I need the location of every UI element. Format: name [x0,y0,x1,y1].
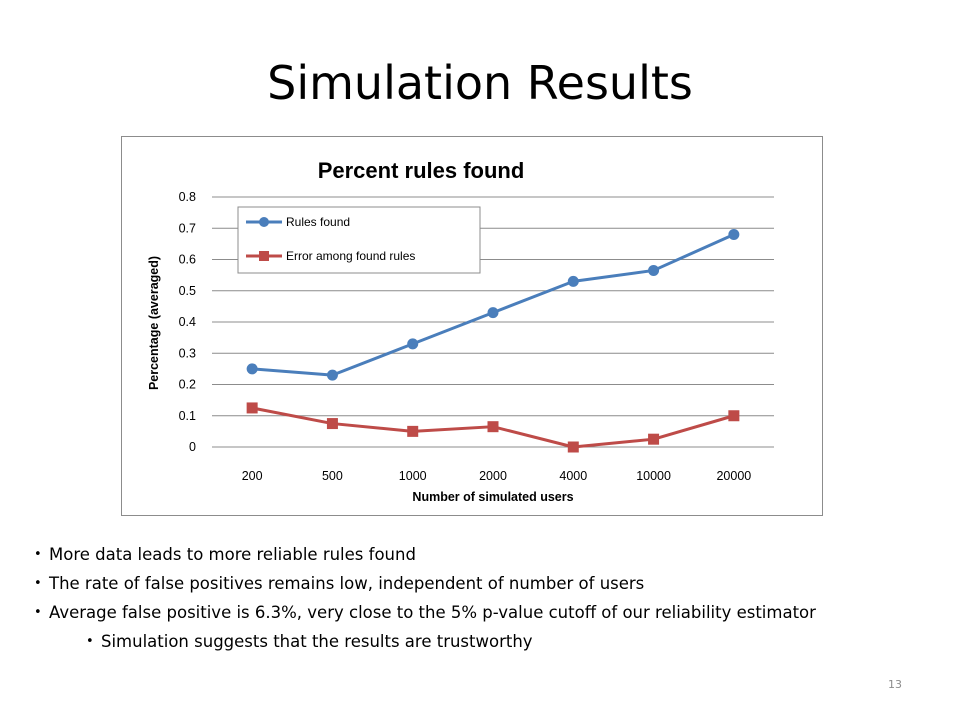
data-point [326,418,338,430]
data-point [648,433,660,445]
y-tick-label: 0.3 [179,346,196,360]
y-tick-label: 0.2 [179,378,196,392]
legend-box [237,206,481,274]
legend-label: Rules found [286,215,350,229]
page-number: 13 [888,678,902,691]
y-axis-label: Percentage (averaged) [147,256,161,390]
data-point [728,410,740,422]
data-point [567,275,579,287]
x-tick-label: 10000 [636,469,671,483]
bullet-dot: • [86,634,94,649]
x-tick-label: 500 [322,469,343,483]
bullet-dot: • [34,576,42,591]
x-tick-label: 4000 [559,469,587,483]
data-point [246,363,258,375]
y-tick-label: 0.1 [179,409,196,423]
data-point [246,402,258,414]
data-point [728,229,740,240]
bullet-dot: • [34,605,42,620]
legend-marker [259,251,269,261]
bullet-item: • More data leads to more reliable rules… [34,543,954,572]
data-point [567,441,579,453]
y-tick-label: 0 [189,440,196,454]
x-tick-label: 1000 [399,469,427,483]
bullet-list: • More data leads to more reliable rules… [34,543,954,659]
bullet-item: • Average false positive is 6.3%, very c… [34,601,954,630]
data-point [407,338,419,350]
chart-title: Percent rules found [318,158,525,183]
bullet-text: The rate of false positives remains low,… [49,574,645,593]
y-tick-label: 0.4 [179,315,196,329]
slide-title: Simulation Results [267,56,693,110]
legend-label: Error among found rules [286,249,415,263]
legend: Rules found Error among found rules [237,206,481,274]
line-chart: Percent rules found 0 0.1 0.2 0.3 0.4 0.5 0.6 0… [147,158,774,504]
x-tick-label: 200 [242,469,263,483]
data-point [407,425,419,437]
bullet-text: More data leads to more reliable rules f… [49,545,416,564]
x-tick-label: 20000 [716,469,751,483]
data-point [487,307,499,319]
data-point [648,264,660,276]
bullet-text: Average false positive is 6.3%, very clo… [49,603,816,622]
y-tick-label: 0.8 [179,190,196,204]
bullet-dot: • [34,547,42,562]
x-axis-label: Number of simulated users [412,490,573,504]
chart-area: Percent rules found 0 0.1 0.2 0.3 0.4 0.5 0.6 0… [121,136,823,516]
legend-marker [259,217,269,227]
sub-bullet-item: • Simulation suggests that the results a… [86,630,954,659]
bullet-text: Simulation suggests that the results are… [101,632,533,651]
data-point [326,369,338,381]
bullet-item: • The rate of false positives remains lo… [34,572,954,601]
x-tick-label: 2000 [479,469,507,483]
y-tick-label: 0.6 [179,253,196,267]
data-point [487,421,499,433]
y-tick-label: 0.7 [179,221,196,235]
y-tick-label: 0.5 [179,284,196,298]
